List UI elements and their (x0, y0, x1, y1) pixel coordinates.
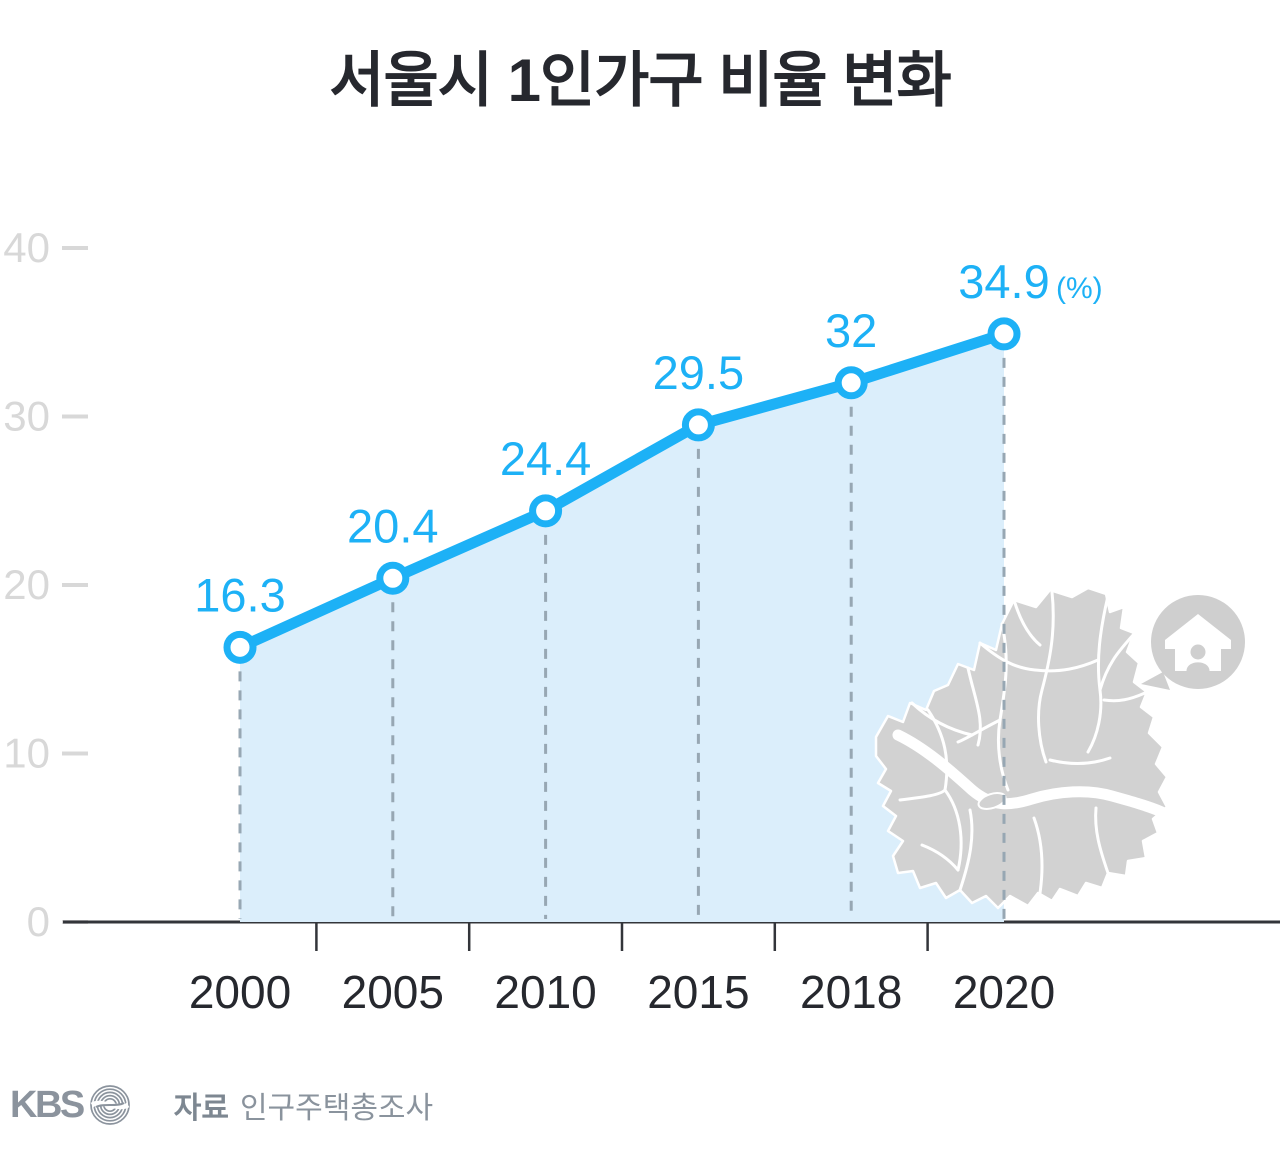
data-value-label: 32 (825, 304, 877, 357)
data-point-marker (223, 630, 257, 664)
data-point-marker (376, 561, 410, 595)
data-value-label: 20.4 (347, 499, 438, 552)
house-speech-bubble (1141, 595, 1245, 690)
speech-bubble-tail (1141, 672, 1170, 690)
footer: KBS 자료 인구주택총조사 (10, 1080, 433, 1130)
kbs-logo-text: KBS (10, 1083, 85, 1126)
data-value-label: 34.9 (958, 255, 1049, 308)
kbs-globe-icon (89, 1085, 130, 1125)
y-axis-label: 40 (3, 224, 50, 271)
y-axis-label: 20 (3, 561, 50, 608)
seoul-district-borders (898, 590, 1149, 895)
area-fill (240, 333, 1004, 922)
han-river (892, 729, 1168, 818)
data-value-label: 16.3 (194, 568, 285, 621)
seoul-map-graphic (874, 586, 1245, 910)
data-point-marker (834, 366, 868, 400)
data-value-label: 24.4 (500, 432, 591, 485)
x-axis-label: 2015 (647, 966, 749, 1018)
house-icon (1165, 614, 1231, 671)
y-axis-label: 0 (27, 898, 50, 945)
x-axis-label: 2010 (494, 966, 596, 1018)
person-icon-body (1186, 662, 1210, 671)
source-value: 인구주택총조사 (239, 1092, 434, 1125)
data-value-label: 29.5 (653, 346, 744, 399)
trend-line (234, 328, 1010, 653)
chart-title: 서울시 1인가구 비율 변화 (329, 47, 951, 114)
data-point-marker (681, 408, 715, 442)
series-layer: 16.3 20.4 24.4 29.5 32 34.9 (%) (194, 255, 1103, 919)
x-axis-label: 2005 (342, 966, 444, 1018)
y-axis-label: 10 (3, 730, 50, 777)
unit-label: (%) (1056, 272, 1103, 305)
source-label: 자료 (173, 1092, 229, 1125)
x-axis-label: 2020 (953, 966, 1055, 1018)
x-axis-label: 2018 (800, 966, 902, 1018)
x-axis-label: 2000 (189, 966, 291, 1018)
person-icon-head (1190, 644, 1206, 660)
data-point-marker (987, 317, 1021, 351)
data-point-marker (529, 494, 563, 528)
area-layer (240, 333, 1004, 922)
y-axis-label: 30 (3, 393, 50, 440)
